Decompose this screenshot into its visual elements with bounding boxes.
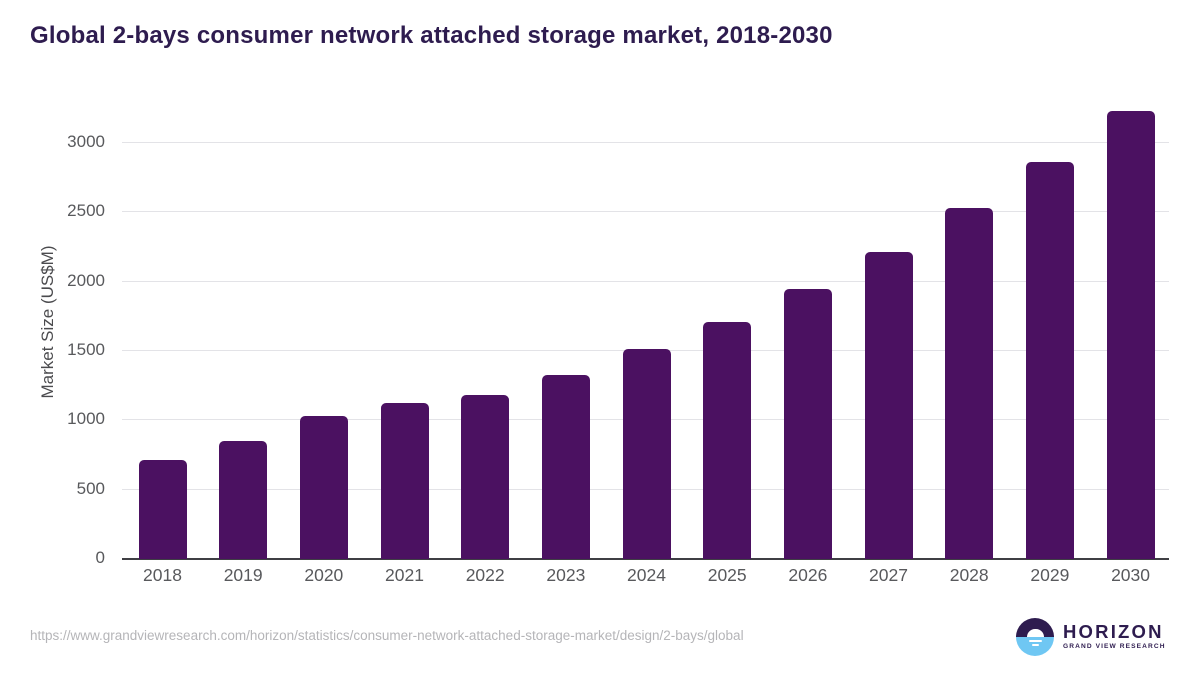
x-tick-label-2027: 2027 [869, 565, 908, 585]
y-tick-label-3000: 3000 [67, 132, 105, 151]
logo-name: HORIZON [1063, 620, 1164, 642]
horizon-logo: HORIZON GRAND VIEW RESEARCH [1016, 618, 1166, 656]
sun-shape [1026, 628, 1044, 637]
x-tick-label-2022: 2022 [465, 565, 505, 585]
logo-text: HORIZON GRAND VIEW RESEARCH [1063, 620, 1166, 651]
horizon-sunrise-icon [1016, 618, 1054, 656]
x-tick-label-2030: 2030 [1111, 565, 1150, 585]
x-tick-label-2024: 2024 [627, 565, 666, 585]
gridline-3000 [122, 142, 1169, 143]
logo-subtitle: GRAND VIEW RESEARCH [1063, 643, 1166, 651]
y-tick-label-500: 500 [76, 478, 105, 498]
plot-area [122, 86, 1169, 560]
x-tick-label-2019: 2019 [223, 565, 263, 585]
x-tick-label-2025: 2025 [707, 565, 747, 585]
bar-2023 [541, 374, 590, 559]
y-tick-label-1000: 1000 [67, 409, 105, 429]
bar-2028 [945, 207, 994, 559]
source-url: https://www.grandviewresearch.com/horizo… [30, 628, 744, 643]
bar-2030 [1106, 110, 1155, 559]
bar-2025 [703, 321, 752, 559]
x-tick-label-2026: 2026 [788, 565, 828, 585]
x-axis-line [122, 558, 1169, 560]
x-tick-label-2028: 2028 [949, 565, 989, 585]
bar-2022 [461, 395, 510, 559]
bar-2027 [864, 251, 913, 559]
reflection-line [1028, 639, 1042, 642]
y-tick-label-0: 0 [95, 548, 105, 567]
bar-2026 [783, 288, 832, 559]
x-tick-label-2020: 2020 [304, 565, 344, 585]
y-tick-label-2500: 2500 [67, 201, 105, 221]
y-tick-label-2000: 2000 [67, 270, 105, 290]
bar-2018 [138, 460, 187, 559]
gridline-2500 [122, 211, 1169, 213]
y-axis-ticks: 0 500 1000 1500 2000 2500 3000 [0, 86, 112, 567]
bar-2024 [622, 349, 671, 559]
x-tick-label-2018: 2018 [143, 565, 182, 585]
x-tick-label-2029: 2029 [1030, 565, 1070, 585]
reflection-line [1031, 643, 1039, 647]
chart-title: Global 2-bays consumer network attached … [30, 22, 833, 49]
bar-2021 [380, 403, 429, 559]
x-tick-label-2023: 2023 [546, 565, 586, 585]
bar-2019 [219, 441, 268, 559]
y-tick-label-1500: 1500 [67, 340, 105, 359]
bar-2029 [1025, 162, 1074, 559]
x-axis-labels: 2018 2019 2020 2021 2022 2023 2024 2025 2026 2027… [122, 565, 1169, 593]
bar-2020 [299, 415, 348, 559]
x-tick-label-2021: 2021 [385, 565, 424, 585]
gridline-2000 [122, 280, 1169, 282]
